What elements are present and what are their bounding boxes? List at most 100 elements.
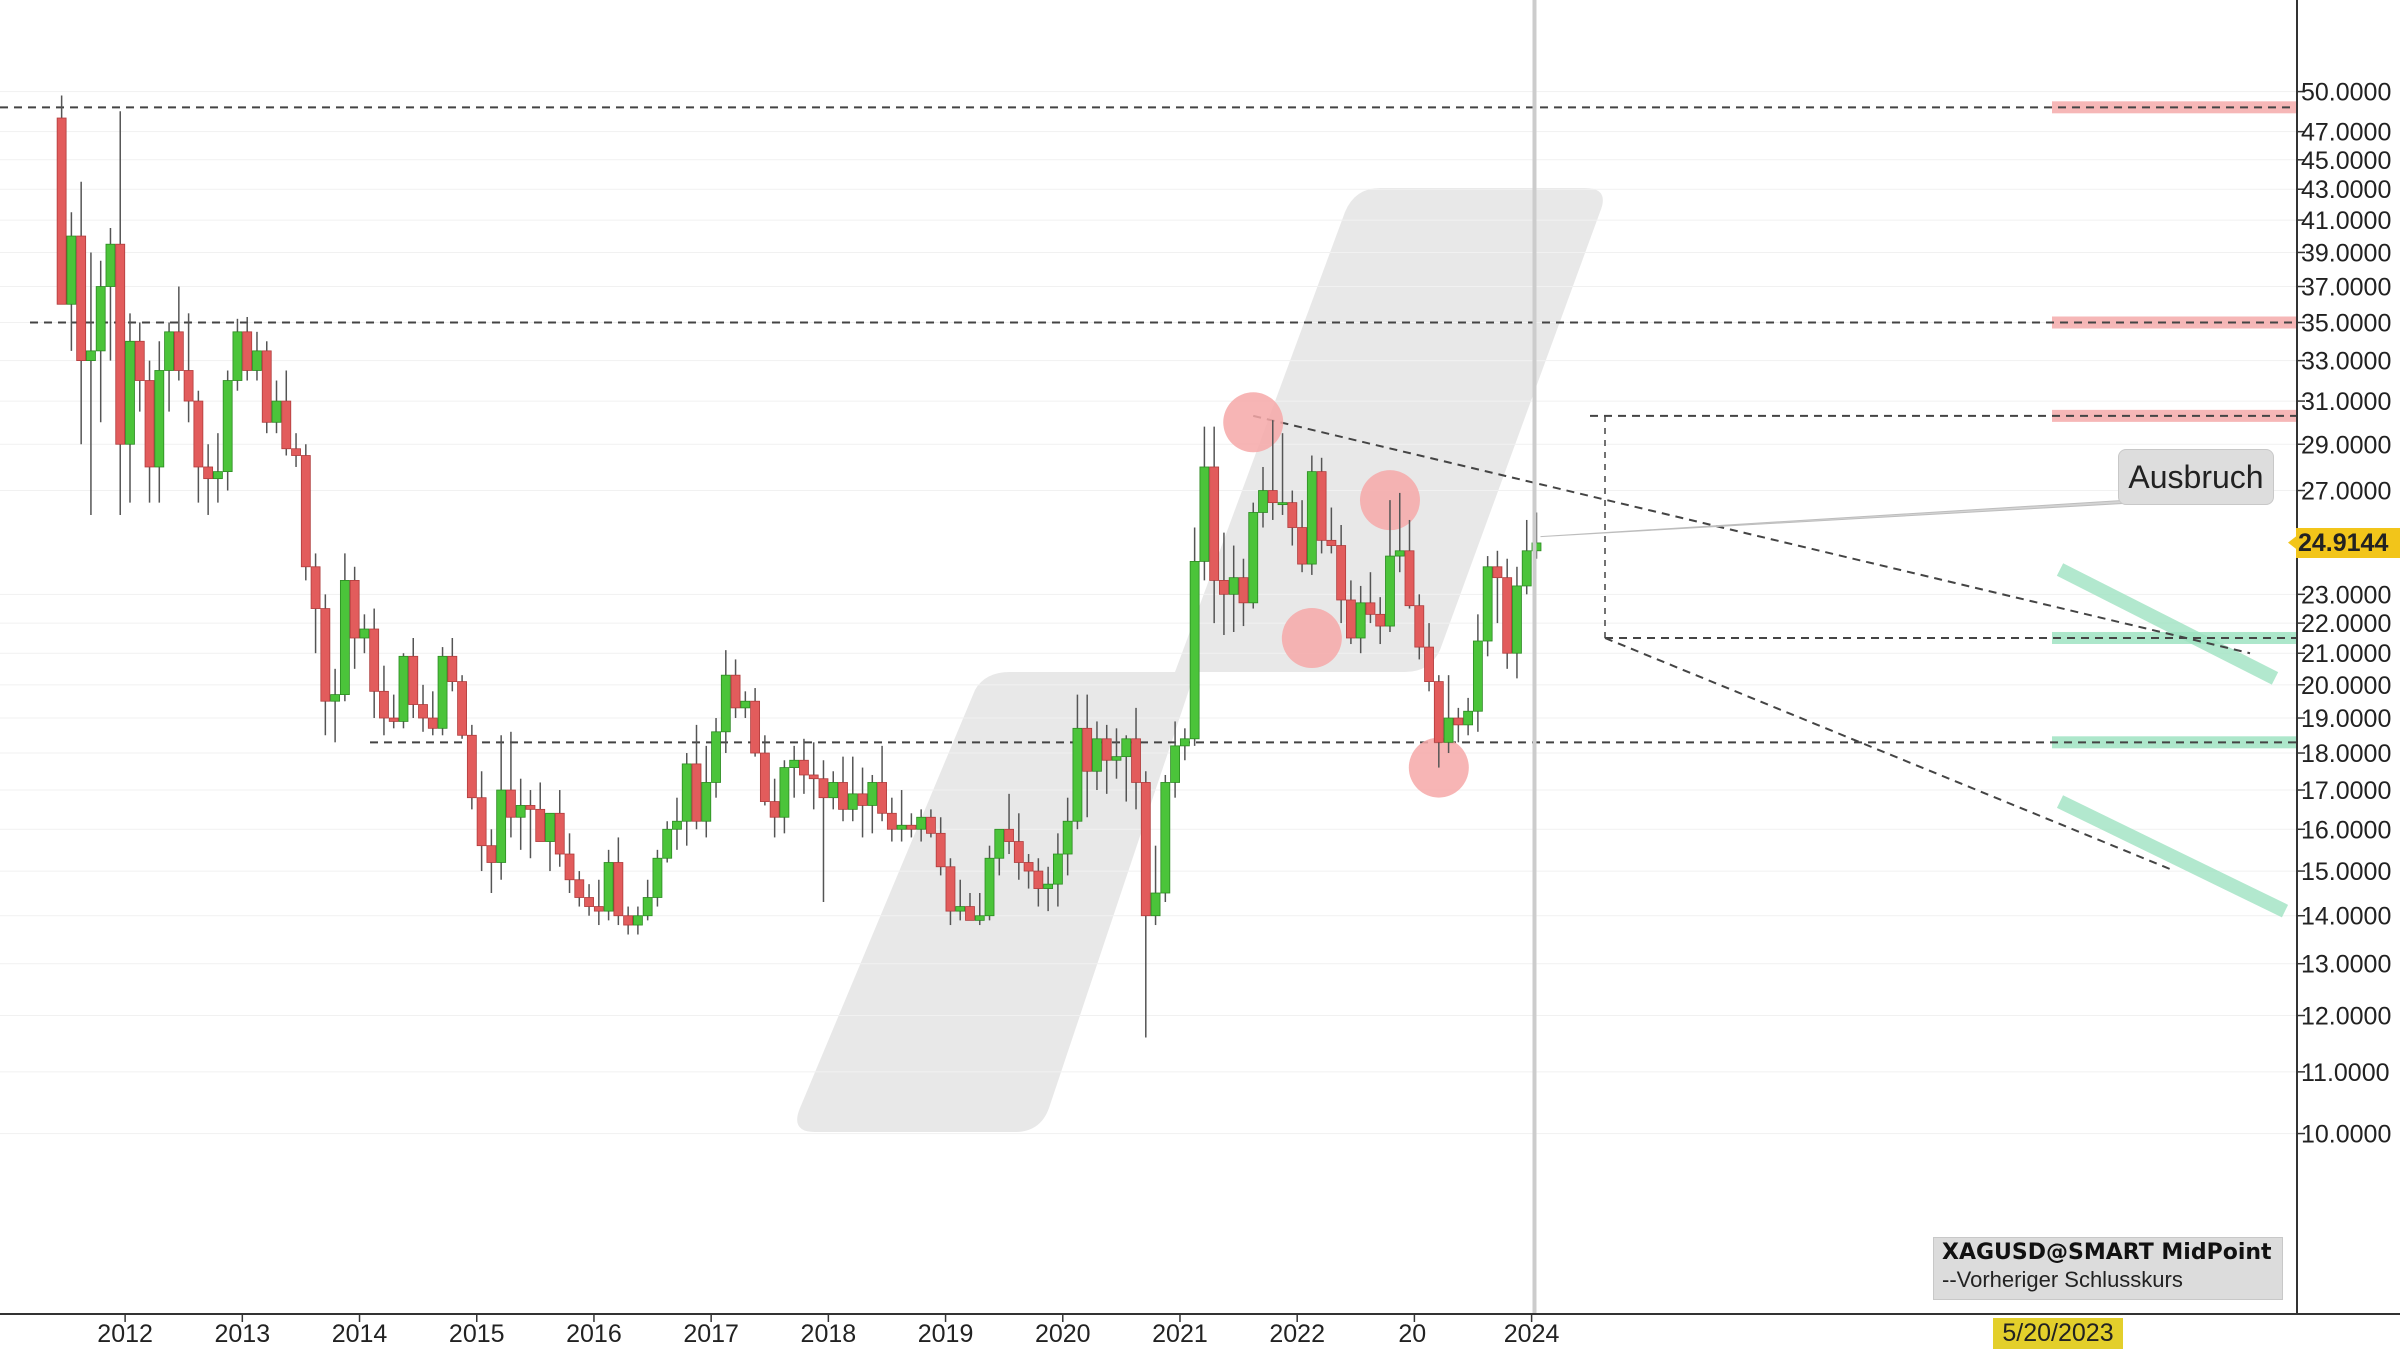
legend-previous-close-label: Vorheriger Schlusskurs	[1956, 1267, 2183, 1292]
candle-down	[466, 734, 477, 799]
candle-up	[232, 331, 243, 381]
y-tick-label: 33.0000	[2301, 348, 2391, 376]
candle-down	[1414, 605, 1425, 648]
candle-up	[1199, 466, 1210, 562]
candle-up	[1277, 502, 1288, 506]
candle-down	[945, 866, 956, 912]
candle-down	[799, 759, 809, 776]
legend-previous-close: --Vorheriger Schlusskurs	[1942, 1267, 2274, 1293]
x-tick-label: 2015	[449, 1320, 505, 1348]
candle-down	[427, 717, 438, 729]
candle-up	[66, 235, 77, 305]
candle-down	[1316, 471, 1327, 541]
x-tick-label: 2024	[1504, 1320, 1560, 1348]
candle-up	[603, 862, 614, 912]
candle-down	[388, 717, 399, 722]
candle-up	[125, 340, 135, 445]
candle-down	[349, 580, 360, 639]
y-tick-label: 18.0000	[2301, 740, 2391, 768]
candle-up	[1189, 561, 1200, 740]
x-tick-label: 2022	[1269, 1320, 1325, 1348]
candle-down	[1082, 727, 1093, 772]
y-tick-label: 45.0000	[2301, 147, 2391, 175]
candle-up	[974, 915, 985, 921]
candle-up	[222, 380, 233, 473]
candle-down	[623, 915, 634, 926]
y-tick-label: 21.0000	[2301, 640, 2391, 668]
candle-up	[994, 828, 1005, 859]
y-tick-label: 15.0000	[2301, 858, 2391, 886]
y-tick-label: 22.0000	[2301, 610, 2391, 638]
y-tick-label: 10.0000	[2301, 1121, 2391, 1149]
candle-up	[1043, 883, 1054, 889]
candle-up	[1248, 512, 1259, 604]
candle-up	[1052, 853, 1063, 885]
support-zone	[2052, 631, 2297, 644]
candle-up	[1121, 738, 1132, 758]
candle-up	[1092, 738, 1102, 772]
candle-up	[252, 350, 262, 371]
y-tick-label: 50.0000	[2301, 79, 2391, 107]
x-tick-label: 2020	[1035, 1320, 1091, 1348]
candle-up	[1179, 738, 1190, 747]
x-tick-label: 2017	[683, 1320, 739, 1348]
y-tick-label: 20.0000	[2301, 672, 2391, 700]
candle-up	[213, 471, 223, 480]
candle-up	[672, 820, 682, 830]
y-tick-label: 17.0000	[2301, 777, 2391, 805]
candle-down	[369, 628, 380, 692]
y-tick-label: 12.0000	[2301, 1003, 2391, 1031]
candle-down	[759, 752, 770, 802]
candle-up	[1111, 756, 1122, 761]
candle-down	[1375, 613, 1386, 627]
callout-pointer	[1540, 499, 2186, 538]
candle-down	[476, 797, 487, 847]
x-tick-label: 2019	[918, 1320, 974, 1348]
candle-up	[154, 370, 165, 468]
resistance-zone	[2052, 409, 2297, 422]
candle-down	[134, 340, 145, 381]
dashed-line-icon: --	[1942, 1267, 1957, 1292]
candle-down	[486, 845, 497, 863]
candle-up	[1150, 892, 1161, 917]
candle-up	[740, 700, 751, 709]
candle-down	[1023, 862, 1034, 872]
candle-up	[1258, 490, 1268, 513]
candle-up	[1385, 555, 1395, 627]
candle-up	[896, 824, 907, 830]
candle-down	[418, 704, 428, 719]
candle-down	[574, 879, 585, 898]
candle-up	[1443, 717, 1454, 743]
candle-down	[379, 690, 389, 719]
candle-up	[1062, 820, 1073, 855]
channel-upper-line	[1253, 414, 2251, 655]
x-tick-label: 2012	[97, 1320, 153, 1348]
candle-down	[1004, 828, 1014, 842]
candle-up	[271, 400, 282, 423]
candle-down	[1101, 738, 1112, 761]
pivot-low-marker	[1281, 607, 1342, 668]
candle-down	[926, 816, 936, 834]
candle-down	[320, 608, 331, 702]
channel-lower-projection	[2056, 795, 2289, 918]
current-price-badge: 24.9144	[2296, 527, 2400, 558]
candle-down	[730, 674, 741, 709]
x-tick-label: 2021	[1152, 1320, 1208, 1348]
candle-down	[564, 853, 575, 881]
candle-up	[398, 655, 409, 722]
candle-down	[408, 655, 419, 705]
candle-up	[1355, 602, 1366, 639]
candle-up	[632, 915, 643, 926]
candle-up	[720, 674, 731, 733]
candle-down	[877, 782, 887, 814]
callout-pointer-shape	[1540, 499, 2186, 538]
candle-down	[593, 906, 604, 912]
candle-up	[828, 782, 839, 799]
candle-down	[1238, 577, 1249, 604]
candle-down	[535, 808, 546, 842]
support-zone	[2052, 736, 2297, 749]
candle-down	[203, 466, 214, 480]
y-tick-label: 14.0000	[2301, 903, 2391, 931]
legend-symbol: XAGUSD@SMART MidPoint	[1942, 1240, 2272, 1265]
